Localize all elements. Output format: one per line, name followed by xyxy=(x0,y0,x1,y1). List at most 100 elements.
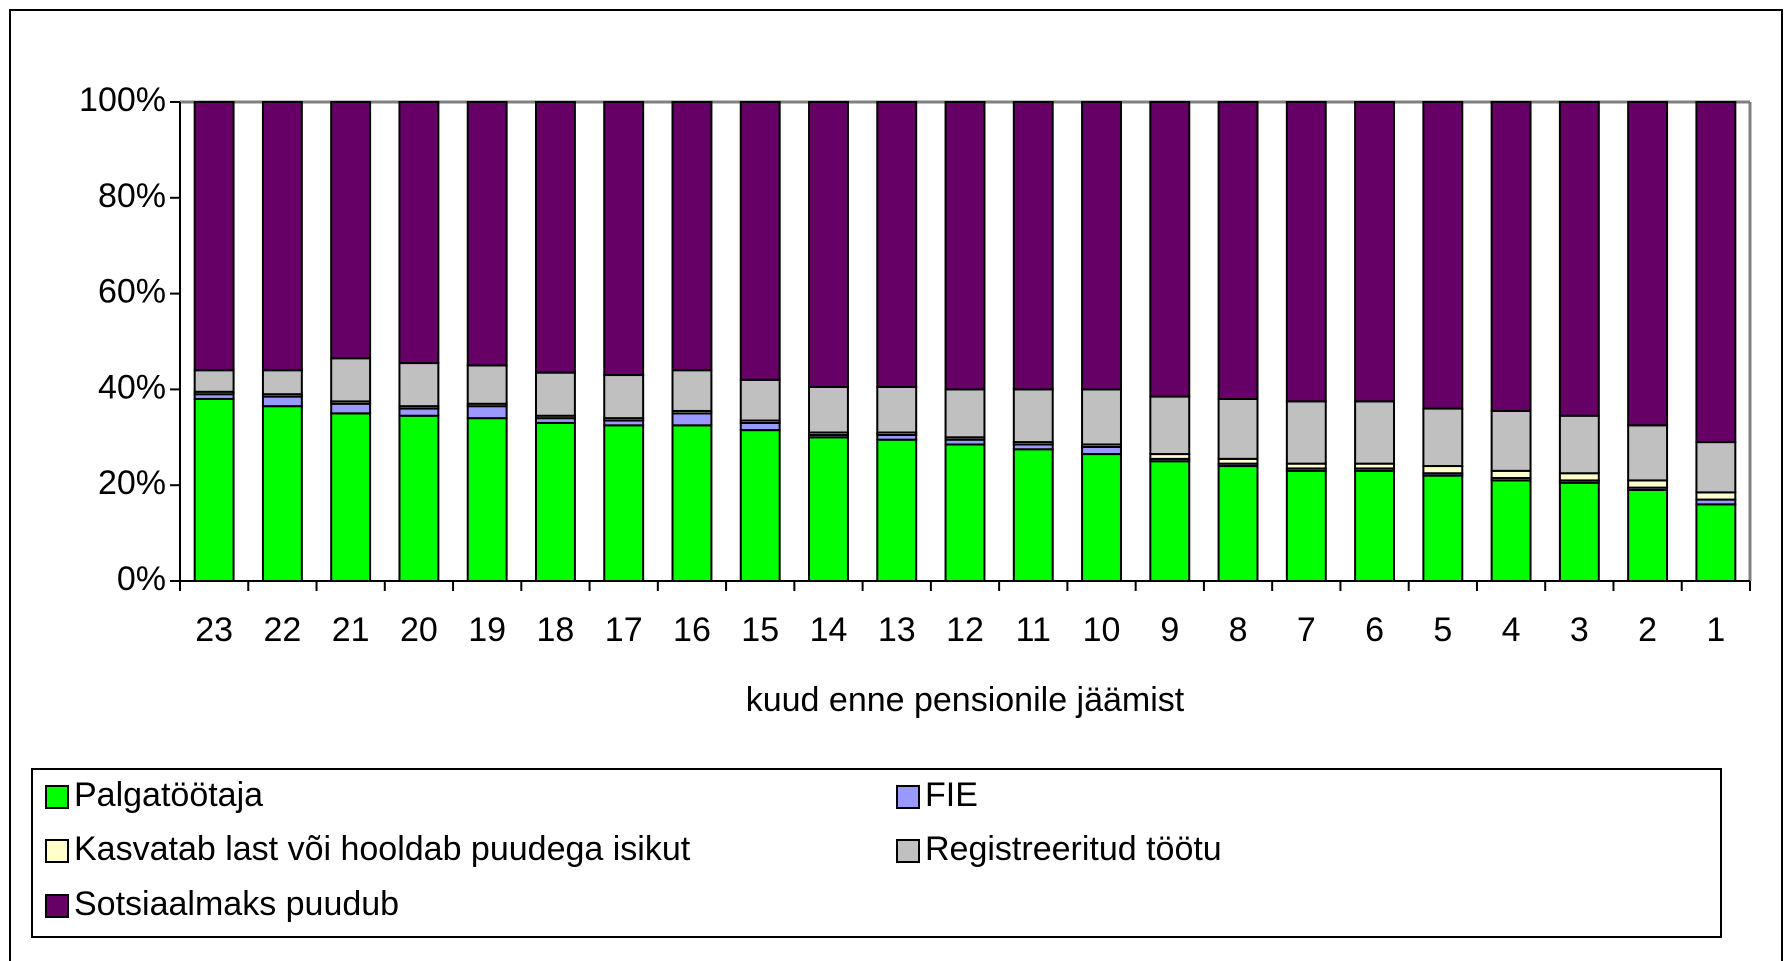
bar-segment xyxy=(603,374,645,420)
bar-segment xyxy=(1695,101,1737,444)
bar-segment xyxy=(1490,469,1532,480)
legend-swatch xyxy=(45,894,69,918)
bar-segment xyxy=(261,395,303,408)
bar-segment xyxy=(1490,409,1532,472)
x-tick-label: 10 xyxy=(1083,611,1121,649)
bar-segment xyxy=(466,405,508,420)
bar-segment xyxy=(876,386,918,434)
bar-segment xyxy=(739,378,781,422)
bar-segment xyxy=(1695,441,1737,494)
bar-segment xyxy=(876,438,918,582)
bar-segment xyxy=(1081,445,1122,456)
bar-segment xyxy=(1012,388,1054,444)
bar-segment xyxy=(1285,469,1327,582)
bar-segment xyxy=(1627,424,1669,482)
bar-segment xyxy=(808,101,849,389)
bar-segment xyxy=(1695,491,1737,501)
bar-segment xyxy=(671,424,713,583)
bar-segment xyxy=(261,405,303,583)
bar-segment xyxy=(1490,101,1532,412)
bar-segment xyxy=(1558,414,1600,475)
bar-segment xyxy=(1354,469,1396,582)
bar-segment xyxy=(1217,101,1259,400)
x-tick-label: 11 xyxy=(1016,611,1051,649)
bar-segment xyxy=(1149,395,1191,456)
legend-swatch xyxy=(45,839,69,863)
bar-segment xyxy=(739,429,781,582)
chart-border xyxy=(9,9,1783,961)
legend-label: Kasvatab last või hooldab puudega isikut xyxy=(74,830,691,868)
x-tick-label: 6 xyxy=(1365,611,1384,649)
y-tick-label: 80% xyxy=(98,177,166,215)
x-tick-label: 14 xyxy=(810,611,848,649)
x-tick-label: 17 xyxy=(605,611,643,649)
bar-segment xyxy=(739,101,781,381)
x-tick-label: 21 xyxy=(332,611,370,649)
bar-segment xyxy=(808,436,849,582)
legend-label: Registreeritud töötu xyxy=(925,830,1222,868)
bar-segment xyxy=(944,443,986,582)
bar-segment xyxy=(1081,388,1122,446)
x-tick-label: 23 xyxy=(195,611,233,649)
x-tick-label: 16 xyxy=(673,611,711,649)
bar-segment xyxy=(1422,101,1464,410)
bar-segment xyxy=(398,101,440,365)
bar-segment xyxy=(603,424,645,583)
bar-segment xyxy=(534,371,576,417)
bar-segment xyxy=(261,101,303,372)
legend-swatch xyxy=(896,839,920,863)
bar-segment xyxy=(1217,465,1259,583)
bar-segment xyxy=(193,101,235,372)
x-tick-label: 7 xyxy=(1297,611,1316,649)
bar-segment xyxy=(1354,400,1396,465)
bar-segment xyxy=(398,414,440,582)
y-tick-label: 20% xyxy=(98,464,166,502)
bar-segment xyxy=(1558,472,1600,482)
bar-segment xyxy=(534,421,576,582)
bar-segment xyxy=(466,364,508,405)
y-tick-label: 100% xyxy=(79,81,166,119)
y-tick-label: 60% xyxy=(98,273,166,311)
bar-segment xyxy=(1149,460,1191,582)
bar-segment xyxy=(330,357,372,403)
x-tick-label: 2 xyxy=(1638,611,1657,649)
x-tick-label: 18 xyxy=(537,611,575,649)
x-tick-label: 1 xyxy=(1706,611,1725,649)
bar-segment xyxy=(944,101,986,391)
x-tick-label: 15 xyxy=(741,611,779,649)
y-tick-label: 0% xyxy=(117,560,166,598)
legend-swatch xyxy=(45,785,69,809)
bar-segment xyxy=(330,101,372,360)
bar-segment xyxy=(261,369,303,396)
bar-segment xyxy=(193,369,235,393)
bar-segment xyxy=(944,388,986,439)
bar-segment xyxy=(1285,400,1327,465)
bar-segment xyxy=(1354,101,1396,403)
bar-segment xyxy=(1490,479,1532,582)
bar-segment xyxy=(1422,407,1464,468)
bar-segment xyxy=(876,101,918,389)
bar-segment xyxy=(1627,488,1669,582)
legend-box xyxy=(31,768,1722,938)
bar-segment xyxy=(1422,465,1464,475)
bar-segment xyxy=(1627,479,1669,489)
legend-label: Sotsiaalmaks puudub xyxy=(74,885,399,923)
bar-segment xyxy=(739,421,781,432)
bar-segment xyxy=(466,417,508,583)
bar-segment xyxy=(1285,101,1327,403)
legend-label: Palgatöötaja xyxy=(74,776,263,814)
bar-segment xyxy=(1695,503,1737,582)
bar-segment xyxy=(330,402,372,415)
x-tick-label: 22 xyxy=(263,611,301,649)
x-tick-label: 8 xyxy=(1229,611,1248,649)
bar-segment xyxy=(1081,101,1122,391)
x-axis-title: kuud enne pensionile jäämist xyxy=(746,681,1185,719)
bar-segment xyxy=(1627,101,1669,427)
bar-segment xyxy=(534,101,576,374)
y-tick-label: 40% xyxy=(98,368,166,406)
x-tick-label: 3 xyxy=(1570,611,1589,649)
bar-segment xyxy=(1012,101,1054,391)
bar-segment xyxy=(398,407,440,417)
bar-segment xyxy=(330,412,372,582)
